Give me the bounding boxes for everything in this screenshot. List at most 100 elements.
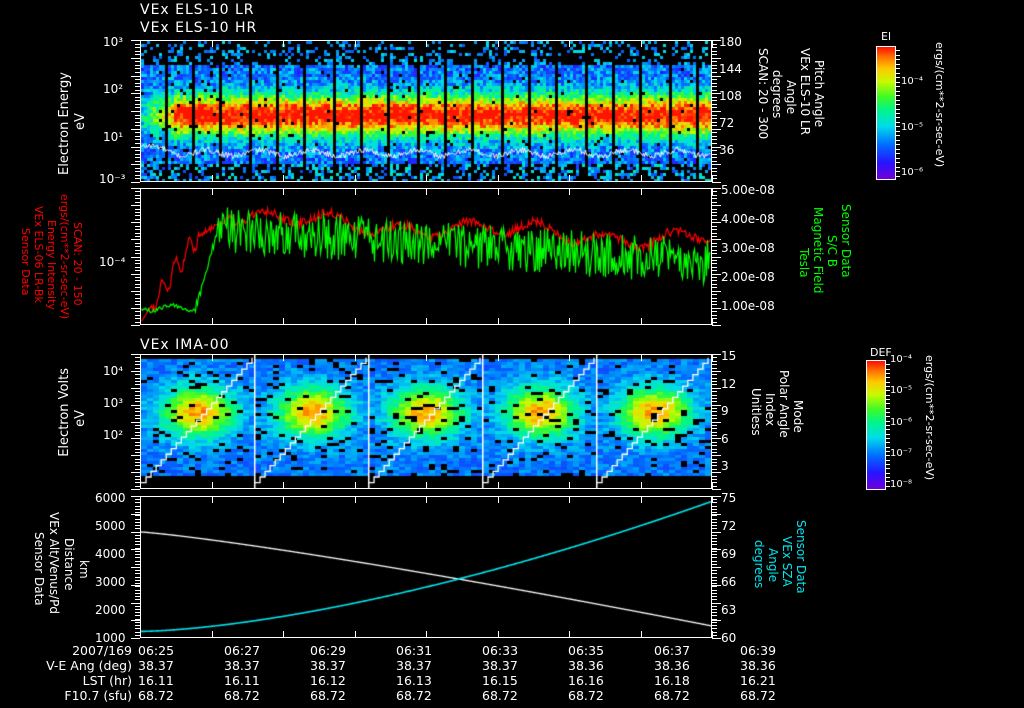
x-tick-mark: [497, 354, 499, 361]
axis-tick-mark: [135, 605, 140, 607]
axis-tick-mark: [712, 232, 717, 234]
axis-tick-mark: [135, 139, 140, 141]
axis-tick-mark: [135, 599, 140, 601]
x-tick-mark: [426, 318, 427, 325]
axis-tick-mark: [135, 50, 140, 52]
panel1-ytick-2: 10¹: [103, 130, 124, 144]
axis-tick-mark: [712, 596, 717, 598]
panel2-left-label-1: VEx ELS-06 LR-Bk: [32, 206, 45, 303]
axis-tick-mark: [712, 171, 717, 173]
colorbar-tick-mark: [896, 144, 900, 146]
axis-tick-mark-major: [131, 256, 140, 258]
axis-tick-mark: [712, 631, 717, 633]
axis-tick-mark: [135, 573, 140, 575]
axis-tick-mark: [712, 621, 717, 623]
axis-tick-mark-major: [131, 111, 140, 112]
axis-tick-mark: [712, 377, 717, 379]
footer-cell: 68.72: [654, 688, 690, 703]
panel3-colorbar-tick-4: 10⁻⁸: [890, 479, 913, 490]
x-tick-mark: [283, 631, 284, 638]
x-tick-mark: [426, 631, 427, 638]
axis-tick-mark: [135, 304, 140, 306]
axis-tick-mark: [135, 528, 140, 530]
footer-row: 2007/169 06:25 06:27 06:29 06:31 06:33 06:35 06…: [14, 643, 826, 658]
panel2-right-label-0: Sensor Data: [839, 204, 853, 278]
axis-tick-mark: [135, 431, 140, 433]
x-tick-mark: [640, 482, 642, 489]
x-tick-mark: [283, 354, 284, 361]
axis-tick-mark: [712, 89, 717, 91]
axis-tick-mark: [712, 153, 717, 155]
x-tick-mark: [354, 496, 356, 503]
axis-tick-mark: [712, 114, 717, 116]
axis-tick-mark-major: [712, 404, 721, 406]
x-tick-mark: [640, 318, 642, 325]
axis-tick-mark-major: [131, 307, 140, 309]
panel4-ytick-2: 4000: [95, 547, 126, 561]
x-tick-mark: [283, 318, 284, 325]
axis-tick-mark: [712, 557, 717, 559]
colorbar-tick-mark: [896, 104, 900, 106]
axis-tick-mark: [712, 583, 717, 585]
footer-cell: 38.36: [740, 658, 776, 673]
panel4-right-label-0: Sensor Data: [794, 520, 808, 594]
panel1-colorbar-unit: ergs/(cm**2-sr-sec-eV): [933, 42, 946, 168]
axis-tick-mark-major: [712, 620, 721, 622]
axis-tick-mark: [712, 194, 717, 196]
axis-tick-mark-major: [712, 438, 721, 440]
x-tick-mark: [354, 354, 356, 361]
colorbar-tick-mark: [896, 130, 900, 132]
axis-tick-mark-major: [712, 455, 721, 457]
axis-tick-mark: [135, 198, 140, 200]
axis-tick-mark: [135, 576, 140, 578]
panel4-plot-area[interactable]: [140, 496, 712, 638]
axis-tick-mark-major: [131, 57, 140, 59]
axis-tick-mark-major: [131, 549, 140, 551]
axis-tick-mark: [135, 280, 140, 282]
axis-tick-mark: [135, 505, 140, 507]
axis-tick-mark-major: [712, 602, 721, 604]
axis-tick-mark: [712, 528, 717, 530]
panel3-colorbar-tick-0: 10⁻⁴: [890, 354, 913, 365]
axis-tick-mark: [712, 79, 717, 81]
axis-tick-mark: [712, 150, 717, 152]
x-tick-mark: [354, 175, 356, 182]
axis-tick-mark-major: [712, 567, 721, 568]
x-tick-mark: [712, 354, 713, 361]
footer-cell: 16.21: [740, 673, 776, 688]
x-tick-mark: [140, 188, 141, 195]
axis-tick-mark: [135, 621, 140, 623]
panel3-ytick-2: 10²: [103, 428, 124, 442]
panel1-colorbar-tick-0: 10⁻⁴: [901, 76, 924, 87]
panel4-left-label-3: km: [77, 560, 91, 579]
axis-tick-mark: [135, 167, 140, 169]
panel3-plot-area[interactable]: [140, 354, 712, 489]
x-tick-mark: [211, 318, 213, 325]
footer-row: V-E Ang (deg) 38.37 38.37 38.37 38.37 38.37 38…: [14, 658, 826, 673]
axis-tick-mark: [712, 381, 717, 382]
axis-tick-mark: [712, 625, 717, 627]
panel1-plot-area[interactable]: [140, 40, 712, 182]
footer-table: 2007/169 06:25 06:27 06:29 06:31 06:33 06:35 06…: [14, 643, 826, 703]
colorbar-tick-mark: [896, 86, 900, 88]
panel2-right-label-3: Tesla: [797, 248, 811, 278]
axis-tick-mark: [712, 391, 717, 393]
axis-tick-mark: [712, 253, 717, 255]
axis-tick-mark: [135, 550, 140, 552]
colorbar-tick-mark: [886, 464, 890, 465]
axis-tick-mark: [135, 468, 140, 470]
colorbar-tick-mark: [896, 77, 900, 79]
axis-tick-mark: [135, 218, 140, 220]
axis-tick-mark-major: [131, 438, 140, 440]
axis-tick-mark-major: [131, 222, 140, 224]
panel4-ytick-3: 3000: [95, 575, 126, 589]
x-tick-mark: [569, 40, 570, 47]
panel2-ytick-1: 10⁻⁴: [99, 255, 126, 269]
panel1-ytick-bottom: 10⁻³: [99, 172, 126, 186]
x-tick-mark: [354, 631, 356, 638]
axis-tick-mark: [712, 43, 717, 45]
axis-tick-mark: [712, 394, 717, 396]
panel1-right-tick-2: 108: [719, 89, 742, 103]
axis-tick-mark-major: [712, 513, 721, 515]
panel2-plot-area[interactable]: [140, 188, 712, 325]
